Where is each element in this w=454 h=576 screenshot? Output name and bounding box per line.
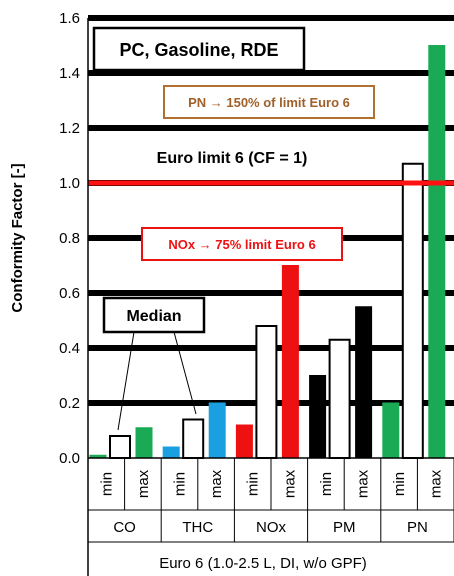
y-tick-label: 0.2 (59, 395, 80, 412)
y-tick-label: 0.4 (59, 340, 80, 357)
x-sub-label: min (391, 472, 408, 496)
x-sub-label: min (245, 472, 262, 496)
limit-annotation-text: Euro limit 6 (CF = 1) (157, 150, 308, 167)
bar-pn-min (382, 402, 400, 459)
y-axis-label: Conformity Factor [-] (9, 163, 26, 312)
pn-annotation-text: PN → 150% of limit Euro 6 (188, 95, 350, 110)
bar-co-median (109, 435, 131, 459)
y-tick-label: 1.6 (59, 10, 80, 27)
x-sub-label: max (208, 469, 225, 498)
bar-thc-min (162, 446, 180, 459)
bar-nox-median (255, 325, 278, 459)
bar-thc-max (208, 402, 226, 459)
x-sub-label: min (318, 472, 335, 496)
bar-pn-max (428, 45, 446, 459)
x-group-label: PM (333, 519, 356, 536)
bar-nox-min (235, 424, 253, 459)
y-ticks: 0.0 0.2 0.4 0.6 0.8 1.0 1.2 1.4 1.6 (59, 10, 80, 467)
y-tick-label: 0.0 (59, 450, 80, 467)
y-tick-label: 0.8 (59, 230, 80, 247)
bar-co-max (135, 427, 153, 459)
nox-annotation-text: NOx → 75% limit Euro 6 (168, 237, 315, 252)
y-tick-label: 0.6 (59, 285, 80, 302)
limit-annotation-bg (118, 144, 346, 170)
x-sub-label: max (135, 469, 152, 498)
legend-box (92, 26, 306, 72)
x-category-axis: min max CO min max THC min max NOx min max PM min max… (87, 458, 454, 576)
y-tick-label: 1.2 (59, 120, 80, 137)
bar-pm-max (355, 306, 373, 459)
median-annotation-box (102, 296, 206, 334)
x-group-label: CO (113, 519, 136, 536)
median-pointer-thc (173, 331, 197, 415)
median-pointer-co (117, 331, 135, 431)
bar-nox-max (281, 265, 299, 459)
legend-box-text: PC, Gasoline, RDE (119, 40, 278, 60)
median-annotation-text: Median (126, 308, 181, 325)
x-sub-label: min (98, 472, 115, 496)
y-tick-label: 1.4 (59, 65, 80, 82)
x-sub-label: max (355, 469, 372, 498)
x-sub-label: min (172, 472, 189, 496)
x-sub-label: max (281, 469, 298, 498)
bar-pm-median (328, 338, 351, 459)
bar-pm-min (309, 375, 327, 459)
bar-thc-median (182, 418, 205, 459)
x-group-label: THC (182, 519, 213, 536)
x-group-label: NOx (256, 519, 287, 536)
x-sub-label: max (428, 469, 445, 498)
nox-annotation-box (141, 227, 343, 261)
pn-annotation-box (163, 85, 375, 119)
bar-pn-median (401, 162, 424, 459)
x-group-label: PN (407, 519, 428, 536)
y-tick-label: 1.0 (59, 175, 80, 192)
x-axis-label: Euro 6 (1.0-2.5 L, DI, w/o GPF) (159, 555, 367, 572)
bars (89, 45, 446, 459)
